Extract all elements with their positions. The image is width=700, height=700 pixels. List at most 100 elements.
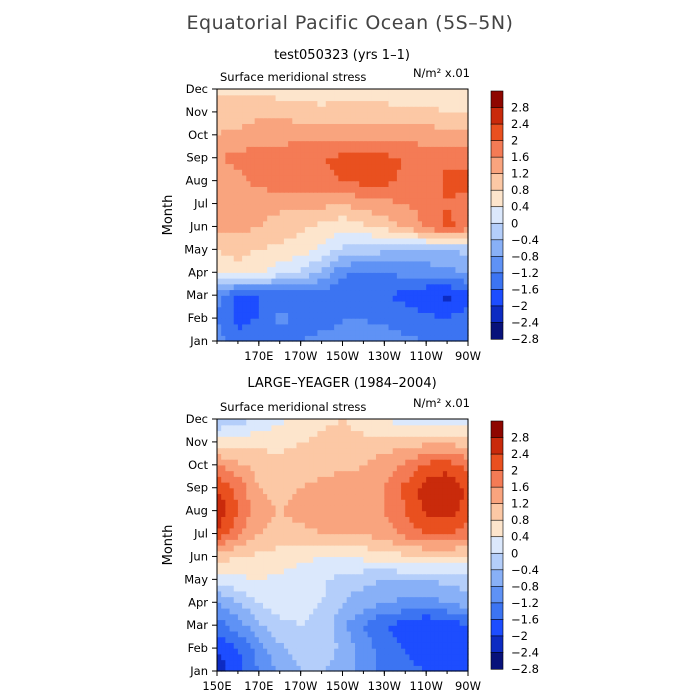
heatmap-cell	[229, 94, 235, 102]
heatmap-cell	[338, 562, 344, 569]
heatmap-cell	[246, 579, 252, 586]
heatmap-cell	[396, 146, 402, 153]
heatmap-cell	[409, 140, 415, 147]
heatmap-cell	[375, 203, 381, 210]
heatmap-cell	[288, 243, 293, 250]
heatmap-cell	[309, 613, 314, 621]
heatmap-cell	[388, 226, 394, 233]
heatmap-cell	[405, 106, 411, 113]
heatmap-cell	[321, 123, 327, 130]
heatmap-cell	[246, 653, 252, 661]
heatmap-cell	[221, 579, 226, 586]
heatmap-cell	[421, 567, 427, 575]
heatmap-cell	[279, 226, 285, 233]
heatmap-cell	[250, 636, 256, 643]
heatmap-cell	[388, 100, 394, 107]
heatmap-cell	[338, 453, 344, 460]
heatmap-cell	[459, 636, 465, 643]
heatmap-cell	[325, 516, 331, 523]
heatmap-cell	[405, 476, 411, 483]
heatmap-cell	[451, 100, 457, 107]
heatmap-cell	[355, 665, 360, 672]
heatmap-cell	[221, 220, 226, 228]
heatmap-cell	[217, 255, 222, 262]
heatmap-cell	[250, 487, 256, 495]
heatmap-cell	[350, 266, 356, 273]
heatmap-cell	[405, 482, 411, 489]
heatmap-cell	[246, 596, 252, 603]
heatmap-cell	[271, 567, 277, 575]
heatmap-cell	[434, 289, 440, 296]
heatmap-cell	[455, 329, 461, 336]
heatmap-cell	[217, 117, 222, 124]
heatmap-cell	[338, 476, 344, 483]
heatmap-cell	[258, 335, 264, 342]
heatmap-cell	[225, 220, 231, 228]
heatmap-cell	[363, 94, 369, 102]
heatmap-cell	[300, 163, 306, 170]
heatmap-cell	[258, 510, 264, 517]
heatmap-cell	[421, 134, 427, 142]
heatmap-cell	[459, 89, 465, 96]
heatmap-cell	[242, 94, 247, 102]
heatmap-cell	[421, 215, 427, 222]
heatmap-cell	[237, 329, 243, 336]
heatmap-cell	[350, 648, 356, 655]
heatmap-cell	[388, 266, 394, 273]
heatmap-cell	[463, 533, 469, 540]
heatmap-cell	[371, 482, 377, 489]
heatmap-cell	[338, 659, 344, 666]
heatmap-cell	[384, 260, 390, 268]
heatmap-cell	[438, 106, 444, 113]
heatmap-cell	[430, 329, 436, 336]
heatmap-cell	[329, 129, 335, 136]
heatmap-cell	[447, 602, 452, 609]
y-axis-label: Month	[161, 525, 176, 566]
heatmap-cell	[359, 522, 365, 529]
heatmap-cell	[309, 493, 314, 500]
heatmap-cell	[355, 476, 360, 483]
heatmap-cell	[296, 596, 302, 603]
heatmap-cell	[421, 596, 427, 603]
heatmap-cell	[409, 152, 415, 159]
heatmap-cell	[254, 209, 260, 216]
heatmap-cell	[296, 499, 302, 506]
heatmap-cell	[438, 476, 444, 483]
heatmap-cell	[237, 596, 243, 603]
heatmap-cell	[426, 590, 431, 598]
heatmap-cell	[451, 459, 457, 466]
heatmap-cell	[463, 192, 469, 199]
heatmap-cell	[388, 527, 394, 535]
heatmap-cell	[359, 493, 365, 500]
heatmap-cell	[225, 585, 231, 592]
heatmap-cell	[300, 470, 306, 477]
heatmap-cell	[405, 169, 411, 176]
heatmap-cell	[350, 335, 356, 342]
heatmap-cell	[371, 106, 377, 113]
heatmap-cell	[217, 169, 222, 176]
heatmap-cell	[447, 106, 452, 113]
heatmap-cell	[267, 608, 272, 615]
heatmap-cell	[254, 453, 260, 460]
heatmap-cell	[342, 493, 348, 500]
heatmap-cell	[296, 232, 302, 239]
heatmap-cell	[279, 255, 285, 262]
heatmap-cell	[263, 602, 268, 609]
heatmap-cell	[233, 562, 239, 569]
heatmap-cell	[417, 283, 423, 291]
heatmap-cell	[263, 493, 268, 500]
heatmap-cell	[225, 464, 231, 472]
heatmap-cell	[384, 169, 390, 176]
heatmap-cell	[380, 510, 385, 517]
heatmap-cell	[321, 545, 327, 552]
heatmap-cell	[283, 215, 289, 222]
heatmap-cell	[434, 533, 440, 540]
heatmap-cell	[367, 464, 373, 472]
heatmap-cell	[350, 232, 356, 239]
heatmap-cell	[263, 209, 268, 216]
heatmap-cell	[438, 192, 444, 199]
heatmap-cell	[283, 300, 289, 308]
heatmap-cell	[413, 585, 419, 592]
heatmap-cell	[409, 174, 415, 182]
heatmap-cell	[375, 323, 381, 331]
